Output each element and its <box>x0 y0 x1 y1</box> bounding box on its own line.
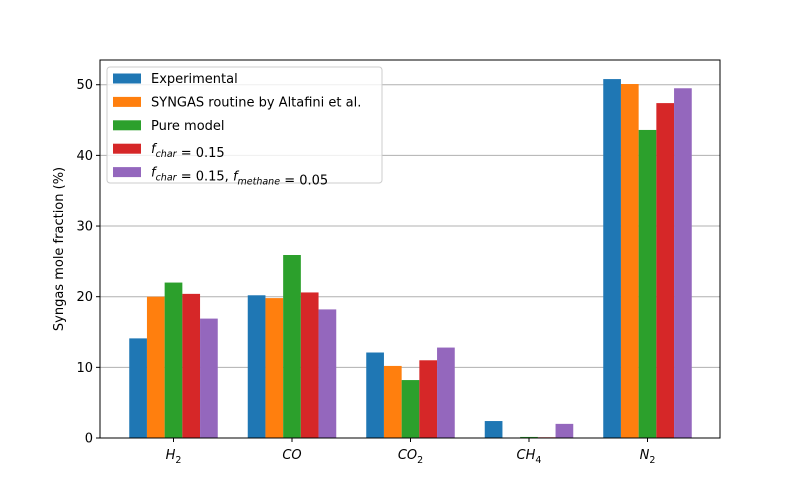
x-tick-label: CO2 <box>398 448 423 466</box>
bars <box>129 79 692 439</box>
x-tick-label: CO <box>282 448 301 463</box>
bar <box>366 352 384 438</box>
bar <box>200 318 218 438</box>
y-tick-label: 0 <box>85 432 93 447</box>
y-tick-label: 20 <box>76 290 93 305</box>
legend: Experimental SYNGAS routine by Altafini e… <box>106 66 383 189</box>
legend-box <box>106 66 383 184</box>
bar <box>401 380 420 438</box>
bar <box>638 129 657 438</box>
bar <box>555 423 574 438</box>
legend-label: Pure model <box>151 119 225 134</box>
legend-label: SYNGAS routine by Altafini et al. <box>151 95 361 110</box>
y-tick-label: 40 <box>76 149 93 164</box>
x-tick-label: N2 <box>640 448 656 466</box>
bar <box>656 103 675 439</box>
legend-label: fchar = 0.15 <box>151 142 225 161</box>
bar <box>520 436 538 438</box>
x-tick-label: H2 <box>166 448 182 466</box>
legend-swatch <box>113 73 141 84</box>
bar <box>620 84 639 438</box>
bar <box>164 282 183 438</box>
x-axis: H2 CO CO2 CH4 N2 <box>166 438 656 466</box>
bar <box>484 421 503 438</box>
bar <box>283 255 301 438</box>
legend-label: Experimental <box>151 72 238 87</box>
bar <box>674 88 692 438</box>
legend-swatch <box>113 96 141 107</box>
bar <box>265 298 284 438</box>
y-tick-label: 50 <box>76 78 93 93</box>
legend-swatch <box>113 143 141 154</box>
y-tick-label: 30 <box>76 220 93 235</box>
bar <box>146 296 165 438</box>
bar <box>182 293 201 438</box>
bar <box>318 309 337 438</box>
x-tick-label: CH4 <box>517 448 542 466</box>
y-axis: 0 10 20 30 40 50 <box>76 78 100 447</box>
legend-label: fchar = 0.15, fmethane = 0.05 <box>151 166 328 189</box>
bar <box>437 347 455 438</box>
y-axis-label: Syngas mole fraction (%) <box>52 167 67 331</box>
bar <box>383 365 402 438</box>
legend-swatch <box>113 167 141 178</box>
bar <box>129 338 147 438</box>
bar <box>300 292 319 438</box>
y-tick-label: 10 <box>76 361 93 376</box>
bar <box>419 360 438 438</box>
legend-swatch <box>113 120 141 131</box>
bar <box>247 295 266 438</box>
bar <box>603 79 621 439</box>
